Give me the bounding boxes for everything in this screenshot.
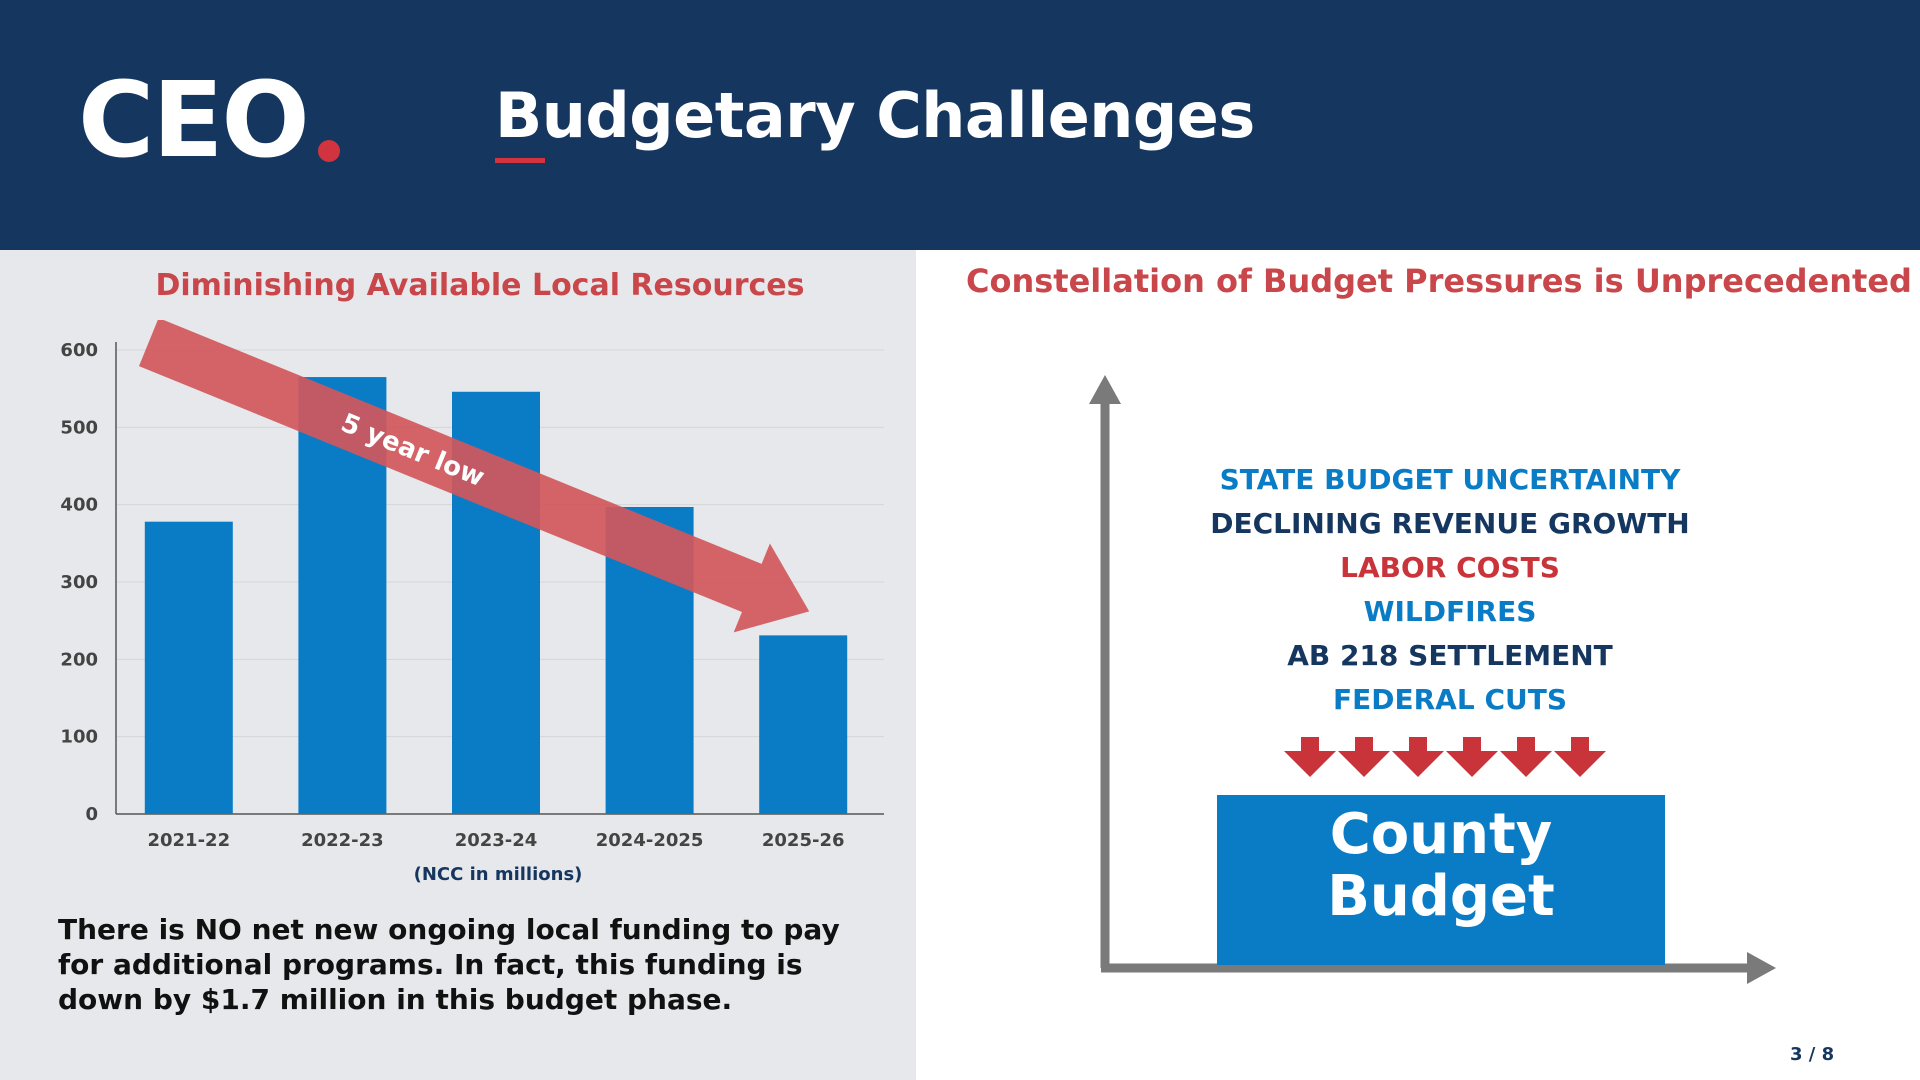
pressure-item: AB 218 SETTLEMENT <box>1287 639 1613 672</box>
x-tick-label: 2023-24 <box>455 830 538 851</box>
y-tick-label: 0 <box>85 804 98 825</box>
down-arrow-icon <box>1500 737 1552 777</box>
header-bar: CEO Budgetary Challenges <box>0 0 1920 250</box>
chart-title: Diminishing Available Local Resources <box>155 268 805 303</box>
logo-dot <box>318 140 340 162</box>
page-title: Budgetary Challenges <box>495 79 1255 152</box>
pressure-axes <box>1089 375 1776 984</box>
y-tick-label: 600 <box>60 340 98 361</box>
down-arrow-icon <box>1392 737 1444 777</box>
funding-note: There is NO net new ongoing local fundin… <box>58 913 840 1016</box>
pressures-title: Constellation of Budget Pressures is Unp… <box>966 262 1912 300</box>
pressure-item: FEDERAL CUTS <box>1333 683 1567 716</box>
pressure-item: WILDFIRES <box>1363 595 1537 628</box>
x-tick-label: 2022-23 <box>301 830 384 851</box>
y-tick-label: 500 <box>60 417 98 438</box>
county-budget-line2: Budget <box>1327 864 1555 929</box>
ceo-logo: CEO <box>78 59 310 181</box>
pressure-item: LABOR COSTS <box>1340 551 1560 584</box>
y-tick-label: 200 <box>60 649 98 670</box>
down-arrow-icon <box>1338 737 1390 777</box>
bar-2021-22 <box>144 521 233 814</box>
page-number: 3 / 8 <box>1790 1044 1835 1065</box>
trend-arrow <box>138 320 810 633</box>
title-underline <box>495 158 545 163</box>
y-tick-label: 300 <box>60 572 98 593</box>
county-budget-label: County Budget <box>1217 804 1665 928</box>
down-arrow-icon <box>1446 737 1498 777</box>
pressure-item: STATE BUDGET UNCERTAINTY <box>1219 463 1681 496</box>
bar-chart: 0 100 200 300 400 500 600 2021-22 2022-23 2023-24… <box>60 320 884 885</box>
county-budget-box <box>1217 795 1665 965</box>
x-tick-label: 2021-22 <box>147 830 230 851</box>
y-tick-label: 100 <box>60 727 98 748</box>
down-arrow-icon <box>1554 737 1606 777</box>
x-axis-arrowhead <box>1747 952 1776 984</box>
y-tick-label: 400 <box>60 495 98 516</box>
x-axis-label: (NCC in millions) <box>414 864 583 885</box>
bar-2025-26 <box>759 635 848 814</box>
x-tick-label: 2024-2025 <box>596 830 704 851</box>
county-budget-line1: County <box>1329 802 1553 867</box>
down-arrow-icon <box>1284 737 1336 777</box>
y-axis-arrowhead <box>1089 375 1121 404</box>
pressure-item: DECLINING REVENUE GROWTH <box>1210 507 1690 540</box>
x-tick-label: 2025-26 <box>762 830 845 851</box>
